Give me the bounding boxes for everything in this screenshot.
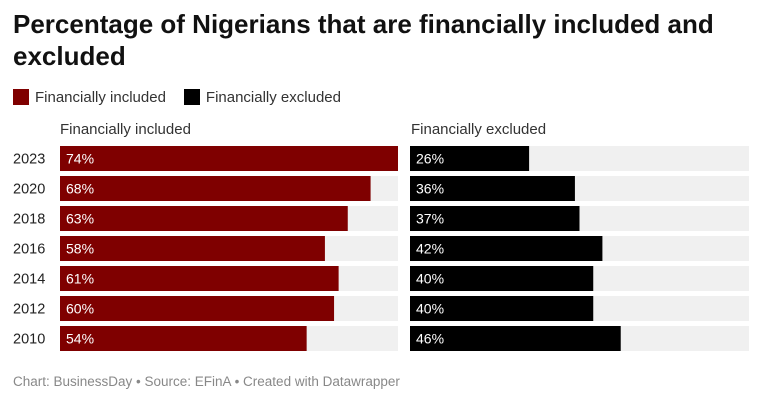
legend-swatch-excluded xyxy=(183,89,200,105)
category-label-2020: 2020 xyxy=(13,182,45,198)
data-label-excluded-2012: 40% xyxy=(416,301,444,317)
bar-included-2010 xyxy=(60,326,307,351)
chart-footer: Chart: BusinessDay • Source: EFinA • Cre… xyxy=(13,374,400,389)
panel-title-excluded: Financially excluded xyxy=(411,121,547,138)
bar-excluded-2014 xyxy=(410,266,594,291)
bar-excluded-2012 xyxy=(410,296,594,321)
chart-title: Percentage of Nigerians that are financi… xyxy=(13,9,714,71)
bar-included-2020 xyxy=(60,176,371,201)
category-label-2018: 2018 xyxy=(13,212,45,228)
data-label-included-2020: 68% xyxy=(66,181,94,197)
bar-included-2012 xyxy=(60,296,335,321)
data-label-included-2012: 60% xyxy=(66,301,94,317)
legend: Financially included Financially exclude… xyxy=(13,88,359,106)
legend-label-excluded: Financially excluded xyxy=(205,88,341,106)
bar-excluded-2018 xyxy=(410,206,580,231)
data-label-excluded-2014: 40% xyxy=(416,271,444,287)
category-label-2014: 2014 xyxy=(13,272,45,288)
data-label-included-2016: 58% xyxy=(66,241,94,257)
bar-excluded-2020 xyxy=(410,176,575,201)
data-label-excluded-2023: 26% xyxy=(416,151,444,167)
category-label-2010: 2010 xyxy=(13,332,45,348)
data-label-included-2023: 74% xyxy=(66,151,94,167)
bar-included-2014 xyxy=(60,266,339,291)
category-label-2023: 2023 xyxy=(13,152,45,168)
bar-excluded-2010 xyxy=(410,326,621,351)
category-label-2012: 2012 xyxy=(13,302,45,318)
bar-included-2016 xyxy=(60,236,325,261)
legend-item-included: Financially included xyxy=(13,89,166,106)
legend-item-excluded: Financially excluded xyxy=(183,88,341,106)
data-label-excluded-2010: 46% xyxy=(416,331,444,347)
bar-included-2023 xyxy=(60,146,398,171)
data-label-included-2010: 54% xyxy=(66,331,94,347)
category-label-2016: 2016 xyxy=(13,242,45,258)
bar-excluded-2016 xyxy=(410,236,603,261)
data-label-included-2014: 61% xyxy=(66,271,94,287)
legend-swatch-included xyxy=(13,89,29,105)
data-label-excluded-2020: 36% xyxy=(416,181,444,197)
data-label-excluded-2016: 42% xyxy=(416,241,444,257)
bar-excluded-2023 xyxy=(410,146,530,171)
bar-included-2018 xyxy=(60,206,348,231)
legend-label-included: Financially included xyxy=(35,88,166,106)
data-label-excluded-2018: 37% xyxy=(416,211,444,227)
panel-title-included: Financially included xyxy=(60,121,191,138)
data-label-included-2018: 63% xyxy=(66,211,94,227)
